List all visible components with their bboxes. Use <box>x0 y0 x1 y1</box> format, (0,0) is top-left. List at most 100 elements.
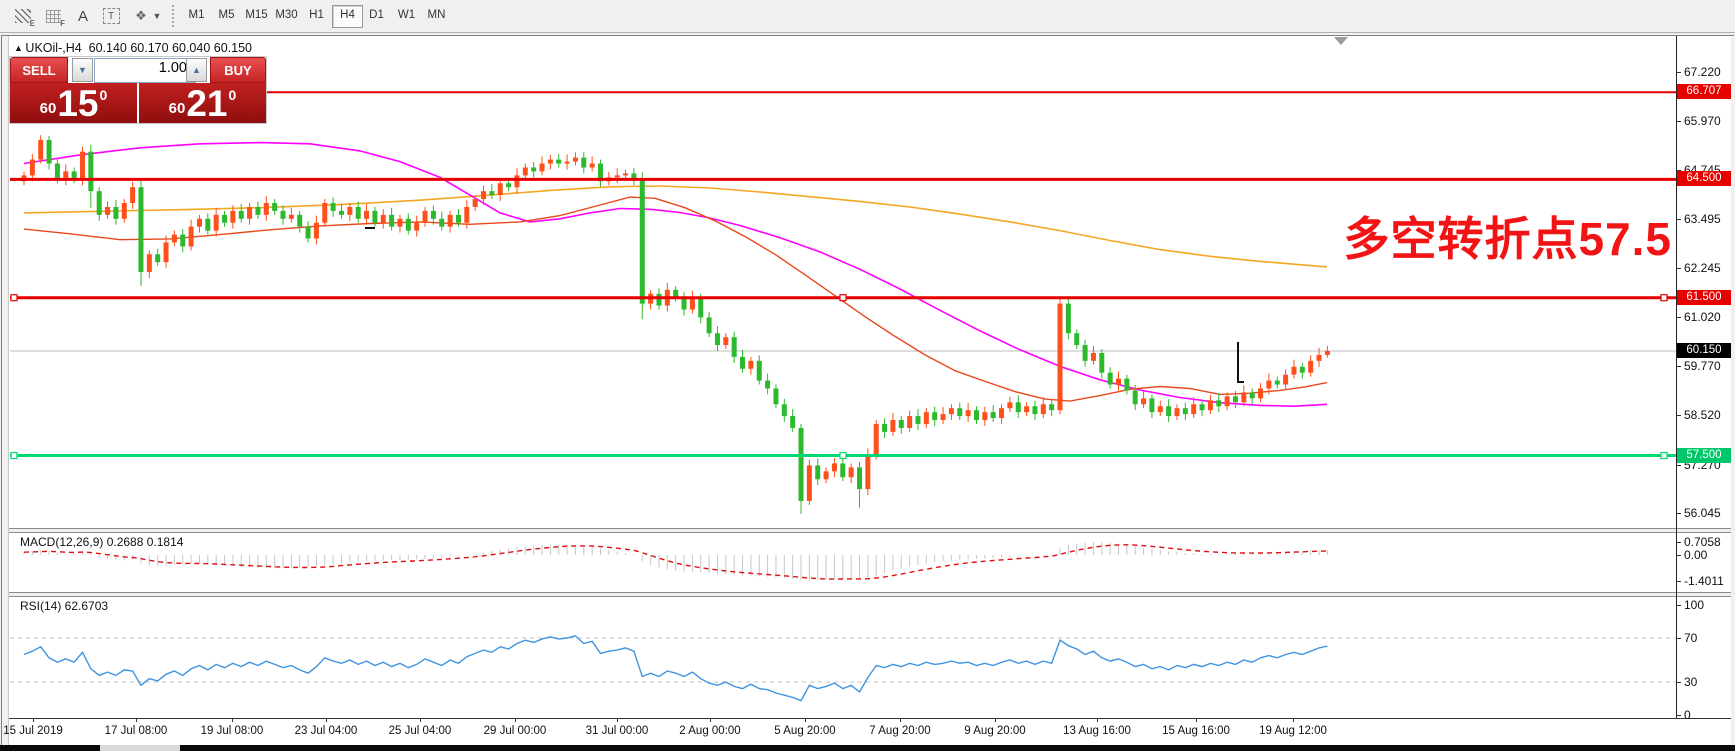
axis-tick <box>1676 580 1681 582</box>
price-axis-label: 59.770 <box>1684 358 1721 373</box>
timeframe-button-m5[interactable]: M5 <box>218 9 235 21</box>
date-label: 29 Jul 00:00 <box>483 725 547 737</box>
volume-increase-button[interactable]: ▲ <box>186 58 207 82</box>
chart-window-top-border <box>1 35 1734 36</box>
date-label: 2 Aug 00:00 <box>679 725 741 737</box>
toolbar-grip[interactable] <box>172 5 177 27</box>
price-axis-label: 0.00 <box>1684 548 1708 562</box>
panel-separator[interactable] <box>9 596 1731 597</box>
rsi-label: RSI(14) 62.6703 <box>20 599 109 613</box>
axis-tick <box>1676 121 1681 123</box>
grid-tool-button[interactable]: F <box>40 4 66 28</box>
date-label: 9 Aug 20:00 <box>964 725 1026 737</box>
date-tick <box>617 718 618 722</box>
ohlc-values: 60.140 60.170 60.040 60.150 <box>88 41 252 55</box>
panel-separator[interactable] <box>9 528 1731 529</box>
axis-tick <box>1676 555 1681 556</box>
panel-separator[interactable] <box>9 532 1731 533</box>
buy-button[interactable]: BUY <box>210 57 266 83</box>
timeframe-button-w1[interactable]: W1 <box>397 9 416 21</box>
letter-a-icon: A <box>77 7 88 25</box>
axis-tick <box>1676 605 1681 606</box>
price-axis-label: 61.020 <box>1684 309 1721 324</box>
timeframe-button-m1[interactable]: M1 <box>188 9 205 21</box>
axis-tick <box>1676 415 1681 417</box>
subscript-e: E <box>29 19 35 28</box>
chart-shift-marker-icon[interactable] <box>1334 37 1348 45</box>
axis-tick <box>1676 464 1681 466</box>
axis-tick <box>1676 512 1681 514</box>
price-axis-label: 67.220 <box>1684 65 1721 79</box>
date-tick <box>710 718 711 722</box>
arrow-style-button[interactable]: ❖ <box>128 4 154 28</box>
timeframe-button-mn[interactable]: MN <box>427 9 446 21</box>
date-tick <box>1097 718 1098 722</box>
price-badge-61.500: 61.500 <box>1677 289 1731 305</box>
axis-tick <box>1676 638 1681 639</box>
text-label-button[interactable]: T <box>98 4 124 28</box>
one-click-trading-panel: SELL ▼ 1.00 ▲ BUY 60 15 0 60 21 0 <box>10 57 266 123</box>
date-label: 5 Aug 20:00 <box>774 725 836 737</box>
rsi-panel[interactable] <box>9 597 1731 718</box>
price-axis-label: -1.4011 <box>1684 573 1724 588</box>
diamond-arrows-icon: ❖ <box>135 8 147 23</box>
macd-panel[interactable] <box>9 533 1731 592</box>
timeframe-button-m15[interactable]: M15 <box>245 9 268 21</box>
timeframe-button-m30[interactable]: M30 <box>275 9 298 21</box>
date-tick <box>136 718 137 722</box>
time-axis-border <box>9 718 1731 719</box>
date-label: 15 Jul 2019 <box>3 725 63 737</box>
timeframe-button-h1[interactable]: H1 <box>309 9 324 21</box>
timeframe-button-h4[interactable]: H4 <box>332 5 363 28</box>
spinner-up-icon: ▲ <box>192 65 201 75</box>
bid-sup-digit: 0 <box>99 87 108 103</box>
axis-tick <box>1676 268 1681 270</box>
annotation-vertical-mark[interactable] <box>1237 342 1244 383</box>
axis-tick <box>1676 72 1681 73</box>
macd-label: MACD(12,26,9) 0.2688 0.1814 <box>20 535 184 549</box>
bottom-window-edge-gap <box>100 745 180 751</box>
chart-ohlc-header: ▲ UKOil-,H4 60.140 60.170 60.040 60.150 <box>14 41 252 55</box>
bottom-window-edge <box>0 745 1735 751</box>
ask-quote[interactable]: 60 21 0 <box>139 83 266 123</box>
date-tick <box>995 718 996 722</box>
time-axis-strip <box>9 719 1731 745</box>
price-axis-label: 56.045 <box>1684 505 1721 520</box>
date-label: 17 Jul 08:00 <box>104 725 168 737</box>
annotation-dash[interactable] <box>365 227 375 229</box>
price-axis-label: 70 <box>1684 631 1698 645</box>
panel-separator[interactable] <box>9 592 1731 593</box>
top-toolbar: E F A T ❖ ▼ M1 M5 M15 M30 H1 H4 D1 W1 MN <box>0 0 1735 33</box>
chart-window-left-inner-border <box>8 36 9 745</box>
date-tick <box>326 718 327 722</box>
price-axis-line <box>1676 36 1677 718</box>
price-badge-60.150: 60.150 <box>1677 342 1731 358</box>
volume-input[interactable]: 1.00 <box>94 58 196 83</box>
date-tick <box>33 718 34 722</box>
axis-tick <box>1676 218 1681 220</box>
price-axis-label: 58.520 <box>1684 408 1721 423</box>
price-badge-57.500: 57.500 <box>1677 447 1731 463</box>
volume-decrease-button[interactable]: ▼ <box>72 58 93 82</box>
price-badge-66.707: 66.707 <box>1677 84 1731 100</box>
chart-window-left-border <box>1 35 2 745</box>
insert-text-button[interactable]: A <box>70 4 96 28</box>
sell-button[interactable]: SELL <box>10 57 68 83</box>
date-label: 25 Jul 04:00 <box>388 725 452 737</box>
axis-tick <box>1676 365 1681 367</box>
ask-big-digits: 21 <box>186 83 228 124</box>
axis-tick <box>1676 542 1681 543</box>
main-price-panel[interactable] <box>9 36 1731 528</box>
spinner-down-icon: ▼ <box>78 65 87 75</box>
boxed-t-icon: T <box>102 8 120 24</box>
hatch-pattern-icon <box>15 9 31 23</box>
panel-separator-gap <box>9 593 1731 596</box>
panel-separator-gap <box>9 529 1731 532</box>
price-badge-64.500: 64.500 <box>1677 171 1731 187</box>
hatch-pattern-tool-button[interactable]: E <box>10 4 36 28</box>
bid-quote[interactable]: 60 15 0 <box>10 83 137 123</box>
timeframe-button-d1[interactable]: D1 <box>369 9 384 21</box>
arrow-style-dropdown[interactable]: ▼ <box>150 4 164 28</box>
date-label: 23 Jul 04:00 <box>294 725 358 737</box>
